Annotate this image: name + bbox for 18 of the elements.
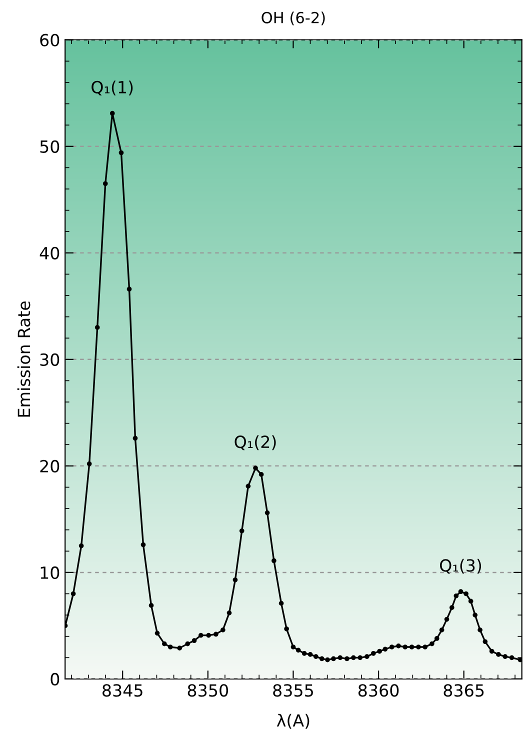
y-tick-label: 60 [40,34,60,46]
y-tick-label: 20 [40,460,60,472]
annotation: Q₁(1) [92,80,133,96]
y-tick-label: 30 [40,353,60,366]
x-tick-label: 8355 [273,684,313,697]
annotation: Q₁(2) [234,435,276,450]
y-axis-title: Emission Rate [17,301,30,417]
x-tick-label: 8345 [102,684,142,697]
x-axis-title: λ(A) [276,714,310,729]
y-tick-label: 50 [40,140,60,153]
x-tick-label: 8365 [444,684,484,697]
annotation: Q₁(3) [440,558,482,574]
y-tick-label: 10 [40,566,60,580]
x-tick-label: 8360 [358,684,399,697]
chart-title: OH (6-2) [262,12,325,26]
y-tick-label: 0 [50,672,60,686]
x-tick-label: 8350 [188,684,228,697]
y-tick-label: 40 [40,246,60,260]
